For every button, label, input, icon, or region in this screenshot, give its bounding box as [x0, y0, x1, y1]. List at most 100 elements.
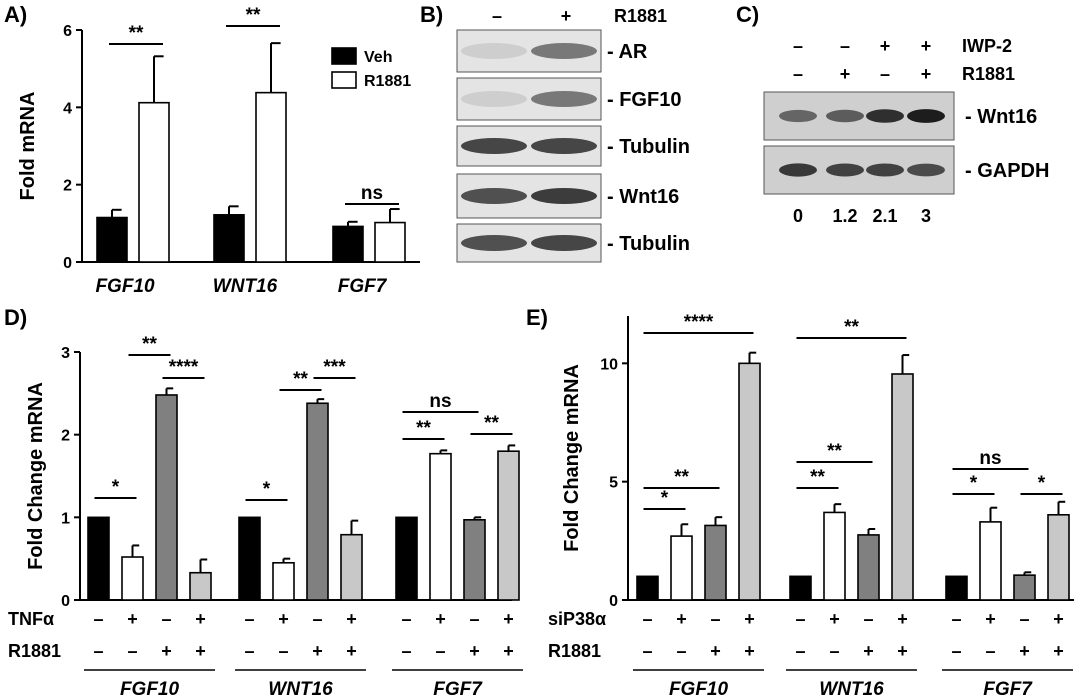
x-category-label: FGF7 — [433, 679, 483, 699]
treatment-sign: + — [312, 641, 323, 661]
treatment-sign: – — [161, 609, 171, 629]
treatment-sign: – — [951, 609, 961, 629]
blot-band — [907, 163, 945, 177]
blot-band — [531, 235, 597, 251]
bar — [823, 511, 846, 601]
bar — [155, 394, 178, 601]
treatment-sign: + — [1019, 641, 1030, 661]
y-tick-label: 5 — [609, 475, 618, 492]
blot-band — [461, 188, 527, 204]
y-tick-label: 10 — [600, 356, 618, 373]
treatment-sign: + — [346, 641, 357, 661]
panel-e-chart: E) 0 5 10 Fold Change mRNA siP38α – + – + – + – + – + – +… — [526, 305, 1074, 699]
blot-band — [779, 109, 817, 123]
significance-label: ** — [674, 467, 689, 488]
treatment-sign: + — [161, 641, 172, 661]
blot-band — [866, 163, 904, 177]
legend-label: Veh — [364, 49, 392, 66]
bar — [704, 524, 727, 601]
treatment-sign: + — [469, 641, 480, 661]
bar — [497, 450, 520, 601]
bar — [87, 516, 110, 601]
panel-label: E) — [526, 305, 548, 330]
y-tick-label: 4 — [63, 100, 72, 117]
y-tick-label: 2 — [63, 178, 72, 195]
treatment-sign: + — [127, 609, 138, 629]
blot-band — [461, 235, 527, 251]
bar — [374, 221, 406, 263]
treatment-sign: + — [1053, 641, 1064, 661]
treatment-sign: – — [710, 609, 720, 629]
quantification-value: 1.2 — [832, 206, 857, 226]
treatment-sign: – — [93, 609, 103, 629]
x-category-label: FGF7 — [983, 679, 1033, 699]
blot-row-label: - Tubulin — [607, 136, 690, 158]
y-tick-label: 0 — [609, 593, 618, 610]
treatment-plus: + — [561, 6, 572, 26]
treatment-sign: + — [744, 641, 755, 661]
significance-label: ** — [810, 467, 825, 488]
treatment-label: R1881 — [8, 641, 61, 661]
treatment-sign: + — [897, 641, 908, 661]
bar — [1047, 513, 1070, 601]
treatment-sign: – — [1019, 609, 1029, 629]
x-category-label: FGF10 — [120, 679, 180, 699]
treatment-sign: – — [793, 64, 803, 84]
blot-row-label: - AR — [607, 41, 648, 63]
x-category-label: WNT16 — [268, 679, 333, 699]
quantification-value: 2.1 — [872, 206, 897, 226]
treatment-sign: + — [897, 609, 908, 629]
bar — [979, 521, 1002, 601]
treatment-sign: + — [503, 641, 514, 661]
treatment-sign: + — [880, 36, 891, 56]
bar — [96, 216, 128, 263]
y-tick-label: 1 — [61, 510, 70, 527]
bar — [789, 575, 812, 601]
bar — [857, 534, 880, 601]
legend-swatch — [331, 71, 357, 89]
blot-band — [461, 138, 527, 154]
treatment-sign: – — [829, 641, 839, 661]
bar — [272, 561, 295, 601]
blot-band — [531, 138, 597, 154]
blot-band — [779, 163, 817, 177]
panel-label: C) — [736, 2, 759, 27]
treatment-sign: – — [469, 609, 479, 629]
x-category-label: WNT16 — [819, 679, 884, 699]
significance-label: *** — [323, 357, 346, 378]
blot-band — [531, 43, 597, 59]
bar — [138, 101, 170, 263]
treatment-label: R1881 — [962, 64, 1015, 84]
significance-label: ** — [844, 317, 859, 338]
panel-label: B) — [420, 2, 443, 27]
panel-c-western-blot: C) – – + + IWP-2 – + – + R1881 - Wnt16 - GAPDH 0 1.2 2.… — [736, 2, 1049, 226]
bar — [213, 214, 245, 263]
significance-label: ** — [129, 23, 144, 44]
quantification-value: 0 — [793, 206, 803, 226]
treatment-sign: – — [278, 641, 288, 661]
treatment-sign: + — [863, 641, 874, 661]
treatment-sign: + — [278, 609, 289, 629]
treatment-sign: – — [244, 609, 254, 629]
treatment-sign: – — [93, 641, 103, 661]
treatment-sign: – — [795, 609, 805, 629]
bar — [189, 571, 212, 601]
blot-band — [866, 109, 904, 123]
blot-band — [531, 188, 597, 204]
bar — [332, 225, 364, 263]
bar — [429, 452, 452, 601]
treatment-sign: + — [435, 609, 446, 629]
treatment-sign: + — [346, 609, 357, 629]
treatment-sign: + — [921, 64, 932, 84]
treatment-sign: – — [435, 641, 445, 661]
treatment-sign: + — [710, 641, 721, 661]
panel-d-chart: D) 0 1 2 3 Fold Change mRNA TNFα – + – + – + – + – + – + R1… — [4, 305, 523, 699]
y-tick-label: 3 — [61, 345, 70, 362]
panel-b-western-blot: B) – + R1881 - AR - FGF10 - Tubulin - Wnt16 - Tu… — [420, 2, 690, 263]
bar — [238, 516, 261, 601]
panel-label: A) — [4, 2, 27, 27]
bar — [340, 533, 363, 601]
significance-label: ns — [429, 391, 451, 412]
significance-label: * — [1038, 473, 1046, 494]
treatment-sign: – — [401, 609, 411, 629]
